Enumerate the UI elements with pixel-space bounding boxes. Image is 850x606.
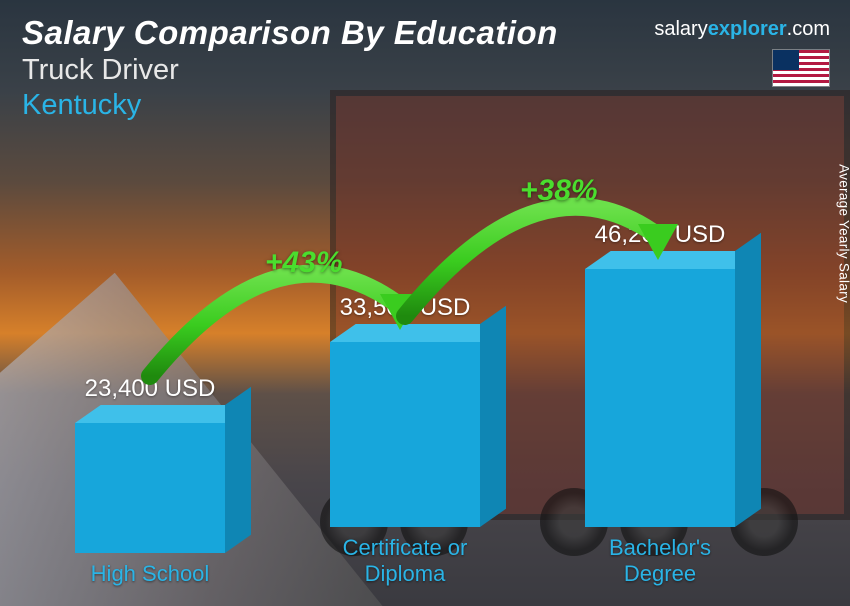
bar-category-label: Bachelor'sDegree xyxy=(575,535,745,586)
bar-category-label: High School xyxy=(65,561,235,586)
chart-subtitle: Truck Driver xyxy=(22,54,558,87)
y-axis-label: Average Yearly Salary xyxy=(837,164,850,303)
brand-suffix: .com xyxy=(787,18,830,40)
flag-icon xyxy=(772,49,830,87)
header: Salary Comparison By Education Truck Dri… xyxy=(22,14,558,122)
chart-location: Kentucky xyxy=(22,89,558,122)
brand-prefix: salary xyxy=(654,18,707,40)
bar xyxy=(330,342,480,527)
bar-group: 46,200 USD Bachelor'sDegree xyxy=(575,221,745,586)
bar-value-label: 46,200 USD xyxy=(575,221,745,249)
growth-pct-label: +43% xyxy=(265,246,343,280)
bar-group: 33,500 USD Certificate orDiploma xyxy=(320,294,490,586)
bar-chart: 23,400 USD High School 33,500 USD Certifica… xyxy=(50,156,810,586)
bar-value-label: 23,400 USD xyxy=(65,375,235,403)
bar xyxy=(75,423,225,553)
bar-value-label: 33,500 USD xyxy=(320,294,490,322)
bar-category-label: Certificate orDiploma xyxy=(320,535,490,586)
chart-title: Salary Comparison By Education xyxy=(22,14,558,52)
bar xyxy=(585,269,735,527)
bar-group: 23,400 USD High School xyxy=(65,375,235,586)
brand-accent: explorer xyxy=(708,18,787,40)
growth-pct-label: +38% xyxy=(520,174,598,208)
brand: salaryexplorer.com xyxy=(654,18,830,87)
